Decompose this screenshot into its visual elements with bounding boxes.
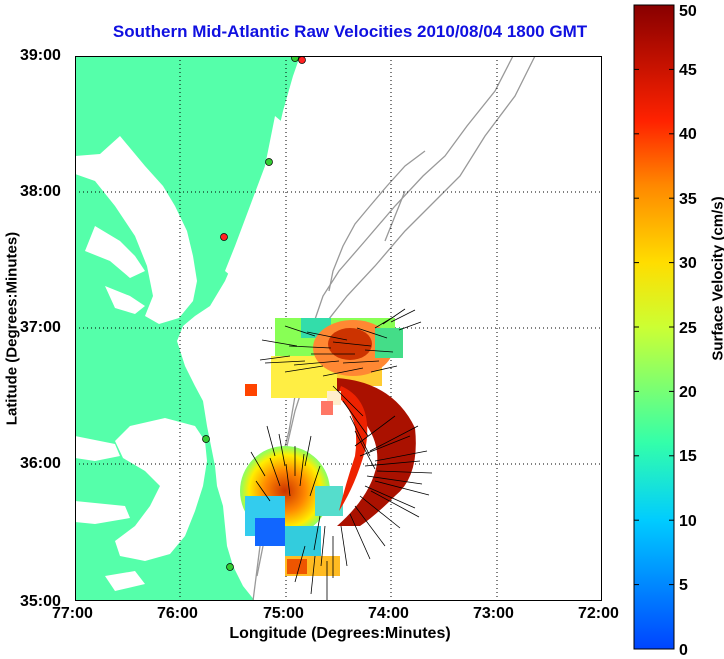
colorbar-tick-15: 15 — [679, 448, 697, 465]
colorbar-tick-0: 0 — [679, 642, 688, 656]
radar-sites — [202, 56, 306, 571]
y-tick-35: 35:00 — [20, 593, 61, 610]
colorbar-tick-20: 20 — [679, 384, 697, 401]
map-panel — [75, 56, 602, 601]
y-tick-38: 38:00 — [20, 183, 61, 200]
x-tick-72: 72:00 — [578, 605, 619, 622]
colorbar-label: Surface Velocity (cm/s) — [709, 196, 724, 361]
y-axis-label: Latitude (Degrees:Minutes) — [3, 231, 21, 426]
colorbar-gradient — [633, 4, 675, 650]
colorbar-tick-25: 25 — [679, 320, 697, 337]
velocity-field — [240, 318, 416, 576]
x-tick-76: 76:00 — [157, 605, 198, 622]
y-tick-39: 39:00 — [20, 47, 61, 64]
colorbar: 0 5 10 15 20 25 30 35 40 45 50 — [633, 4, 697, 656]
y-tick-37: 37:00 — [20, 319, 61, 336]
map-border — [75, 56, 602, 601]
colorbar-tick-10: 10 — [679, 513, 697, 530]
y-tick-36: 36:00 — [20, 455, 61, 472]
x-axis-label: Longitude (Degrees:Minutes) — [229, 625, 451, 642]
colorbar-tick-35: 35 — [679, 191, 697, 208]
colorbar-tick-5: 5 — [679, 577, 688, 594]
colorbar-tick-40: 40 — [679, 126, 697, 143]
colorbar-tick-50: 50 — [679, 4, 697, 20]
velocity-vectors — [250, 308, 433, 601]
colorbar-tick-45: 45 — [679, 62, 697, 79]
x-tick-77: 77:00 — [52, 605, 93, 622]
colorbar-tick-30: 30 — [679, 255, 697, 272]
map-title: Southern Mid-Atlantic Raw Velocities 201… — [112, 22, 588, 41]
x-tick-75: 75:00 — [263, 605, 304, 622]
x-tick-74: 74:00 — [368, 605, 409, 622]
x-tick-73: 73:00 — [473, 605, 514, 622]
